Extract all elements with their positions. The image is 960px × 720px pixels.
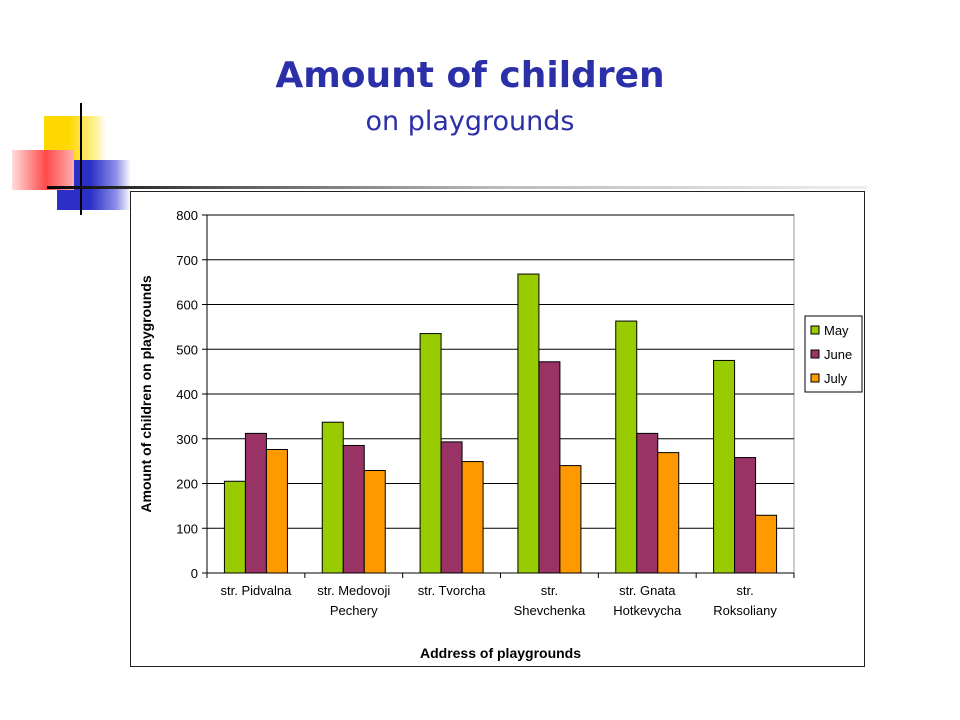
legend-label-june: June <box>824 347 852 362</box>
x-tick-label: Pechery <box>330 603 378 618</box>
decor-vertical-line <box>80 103 82 215</box>
x-tick-label: Shevchenka <box>514 603 586 618</box>
legend-swatch-may <box>810 325 820 335</box>
x-tick-label: str. <box>736 583 753 598</box>
bar-june <box>538 361 561 574</box>
bar-may <box>223 480 246 574</box>
bar-july <box>559 465 582 574</box>
x-tick-label: str. <box>541 583 558 598</box>
page-subtitle: on playgrounds <box>365 106 575 137</box>
bar-may <box>321 421 344 574</box>
y-axis-title: Amount of children on playgrounds <box>138 275 154 512</box>
decor-red-square <box>12 150 74 190</box>
bar-june <box>244 432 267 574</box>
bar-june <box>636 432 659 574</box>
bar-may <box>713 359 736 574</box>
legend-swatch-july <box>810 373 820 383</box>
y-tick-label: 600 <box>176 298 198 313</box>
legend-label-may: May <box>824 323 849 338</box>
bar-may <box>419 333 442 574</box>
x-tick-label: Hotkevycha <box>613 603 682 618</box>
bar-june <box>734 457 757 574</box>
x-tick-label: str. Pidvalna <box>221 583 293 598</box>
legend-swatch-june <box>810 349 820 359</box>
bar-may <box>517 273 540 574</box>
bar-june <box>342 444 365 574</box>
y-tick-label: 800 <box>176 208 198 223</box>
decor-horizontal-line <box>47 186 867 189</box>
x-tick-label: str. Tvorcha <box>418 583 486 598</box>
y-tick-label: 300 <box>176 432 198 447</box>
x-tick-label: Roksoliany <box>713 603 777 618</box>
y-tick-label: 200 <box>176 477 198 492</box>
y-tick-label: 700 <box>176 253 198 268</box>
x-tick-label: str. Medovoji <box>317 583 390 598</box>
chart-frame: 0 100 200 300 400 500 600 700 800 str. Pidvalna st… <box>130 191 865 667</box>
bar-june <box>440 441 463 574</box>
bar-chart: 0 100 200 300 400 500 600 700 800 str. Pidvalna st… <box>138 208 863 661</box>
x-axis-title: Address of playgrounds <box>420 645 581 661</box>
y-tick-label: 400 <box>176 387 198 402</box>
y-tick-label: 100 <box>176 521 198 536</box>
legend-label-july: July <box>824 371 848 386</box>
bar-july <box>265 448 288 574</box>
bar-july <box>461 461 484 574</box>
y-tick-label: 0 <box>191 566 198 581</box>
bar-july <box>755 514 778 574</box>
bar-july <box>363 470 386 574</box>
page-title: Amount of children <box>275 55 665 96</box>
bar-may <box>615 320 638 574</box>
bar-july <box>657 452 680 574</box>
x-tick-label: str. Gnata <box>619 583 676 598</box>
y-tick-label: 500 <box>176 342 198 357</box>
